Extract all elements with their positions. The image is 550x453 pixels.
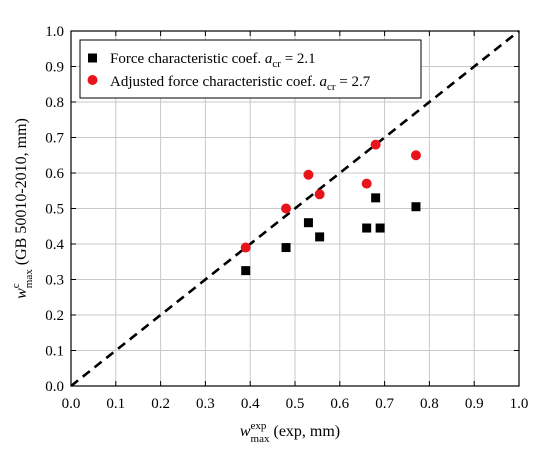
legend-label-symbol: a xyxy=(265,51,273,67)
data-point-square xyxy=(362,223,372,233)
x-tick-label: 0.1 xyxy=(106,396,125,412)
legend-label-value: = 2.1 xyxy=(281,51,316,67)
x-axis-label-sub: max xyxy=(251,433,270,445)
x-tick-label: 0.9 xyxy=(465,396,484,412)
y-tick-label: 0.3 xyxy=(45,273,64,289)
x-tick-label: 0.2 xyxy=(151,396,170,412)
data-point-circle xyxy=(303,169,314,180)
legend-label-text: Adjusted force characteristic coef. xyxy=(110,74,319,90)
legend: Force characteristic coef. acr = 2.1 Adj… xyxy=(79,39,422,99)
x-axis-label-sup: exp xyxy=(251,420,267,432)
y-axis-label-base: w xyxy=(13,288,30,299)
legend-marker-circle xyxy=(87,75,98,85)
y-axis-label: wcmax (GB 50010-2010, mm) xyxy=(10,118,35,299)
legend-label-subscript: cr xyxy=(327,81,336,93)
data-point-square xyxy=(315,232,325,242)
data-point-square xyxy=(281,243,291,253)
data-point-circle xyxy=(240,242,251,253)
legend-label-adjusted: Adjusted force characteristic coef. acr … xyxy=(110,74,371,93)
x-axis-label: wexp max (exp, mm) xyxy=(240,420,340,445)
data-point-circle xyxy=(281,203,292,214)
legend-label-symbol: a xyxy=(319,74,327,90)
legend-item-adjusted: Adjusted force characteristic coef. acr … xyxy=(87,74,371,93)
data-point-square xyxy=(375,223,385,233)
data-points xyxy=(240,139,421,276)
data-point-circle xyxy=(361,178,372,189)
y-axis-label-sup: c xyxy=(10,283,22,288)
y-tick-label: 1.0 xyxy=(45,24,64,40)
data-point-circle xyxy=(370,139,381,150)
y-axis-label-sub: max xyxy=(23,269,35,288)
x-tick-label: 0.8 xyxy=(420,396,439,412)
x-tick-label: 0.4 xyxy=(241,396,260,412)
data-point-square xyxy=(241,266,251,276)
y-tick-label: 0.0 xyxy=(45,379,64,395)
legend-box xyxy=(79,39,422,99)
x-axis-label-base: w xyxy=(240,423,251,440)
y-tick-label: 0.4 xyxy=(45,237,64,253)
data-point-circle xyxy=(410,150,421,161)
y-tick-label: 0.6 xyxy=(45,166,64,182)
x-axis-label-rest: (exp, mm) xyxy=(269,423,340,440)
reference-line-1-to-1 xyxy=(70,29,520,388)
data-point-square xyxy=(371,193,381,203)
y-tick-label: 0.5 xyxy=(45,202,64,218)
legend-label-text: Force characteristic coef. xyxy=(110,51,265,67)
x-tick-label: 0.6 xyxy=(330,396,349,412)
y-axis-label-rest: (GB 50010-2010, mm) xyxy=(13,118,30,269)
x-tick-label: 1.0 xyxy=(510,396,529,412)
data-point-square xyxy=(303,218,313,228)
y-tick-label: 0.9 xyxy=(45,60,64,76)
x-tick-label: 0.0 xyxy=(62,396,81,412)
x-tick-label: 0.3 xyxy=(196,396,215,412)
x-tick-label: 0.5 xyxy=(286,396,305,412)
axis-ticks: 0.0 0.1 0.2 0.3 0.4 0.5 0.6 0.7 0.8 0.9 1.0 0.0 0.1 0… xyxy=(45,24,528,412)
legend-marker-square xyxy=(88,53,97,63)
data-point-square xyxy=(411,202,421,212)
y-tick-label: 0.1 xyxy=(45,344,64,360)
legend-item-force: Force characteristic coef. acr = 2.1 xyxy=(88,51,316,70)
data-point-circle xyxy=(314,189,325,200)
y-tick-label: 0.2 xyxy=(45,308,64,324)
y-tick-label: 0.7 xyxy=(45,131,64,147)
legend-label-force: Force characteristic coef. acr = 2.1 xyxy=(110,51,316,70)
legend-label-value: = 2.7 xyxy=(336,74,371,90)
y-tick-label: 0.8 xyxy=(45,95,64,111)
x-tick-label: 0.7 xyxy=(375,396,394,412)
legend-label-subscript: cr xyxy=(272,58,281,70)
